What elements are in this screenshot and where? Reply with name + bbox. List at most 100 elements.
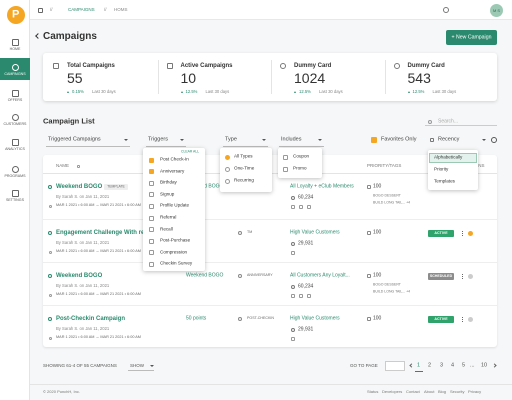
footer-link[interactable]: Contact (406, 389, 420, 394)
filter[interactable]: Type (225, 136, 237, 143)
offer[interactable]: Weekend BOGO (186, 272, 224, 279)
footer-link[interactable]: Status (367, 389, 379, 394)
icon (11, 138, 19, 146)
favorites-checkbox[interactable] (371, 137, 377, 143)
checkbox[interactable] (149, 169, 154, 175)
footer-link[interactable]: Privacy (468, 389, 482, 394)
trigger-option[interactable]: Checkin Survey (160, 261, 193, 267)
more-menu[interactable] (462, 317, 463, 322)
page[interactable]: 5 (462, 362, 466, 369)
campaign-name[interactable]: Weekend BOGO (56, 273, 103, 279)
radio[interactable] (225, 166, 230, 172)
trigger-option[interactable]: Compression (160, 249, 188, 255)
checkbox[interactable] (149, 180, 154, 186)
footer-link[interactable]: About (424, 389, 435, 394)
dates: MAR 1 2021 • 6:00 AM → MAR 21 2021 • 6:0… (56, 292, 141, 297)
campaign-name[interactable]: Weekend BOGO (56, 184, 103, 190)
radio[interactable] (225, 178, 230, 184)
filter[interactable]: Includes (281, 136, 302, 143)
include-option[interactable]: Coupon (293, 153, 310, 159)
filter[interactable]: Triggers (148, 136, 168, 143)
nav-item[interactable]: CAMPAIGNS (4, 72, 26, 77)
type-option[interactable]: Recurring (234, 177, 254, 183)
footer-link[interactable]: Developers (382, 389, 403, 394)
filter[interactable]: Triggered Campaigns (48, 136, 101, 143)
more-menu[interactable] (462, 274, 463, 279)
checkbox[interactable] (149, 261, 154, 267)
checkbox[interactable] (283, 166, 288, 172)
checkbox[interactable] (149, 227, 154, 233)
audience[interactable]: High Value Customers (290, 315, 340, 322)
card-title: Dummy Card (294, 63, 332, 69)
nav-item[interactable]: PROGRAMS (4, 174, 26, 179)
breadcrumb[interactable]: HOMS (114, 6, 128, 12)
type-option[interactable]: One-Time (234, 165, 255, 171)
trigger-option[interactable]: Post-Purchase (160, 237, 191, 243)
radio[interactable] (225, 154, 230, 160)
next[interactable] (492, 363, 497, 368)
audience[interactable]: All Loyalty + eClub Members (290, 183, 354, 190)
trigger-option[interactable]: Anniversary (160, 168, 185, 174)
trigger-option[interactable]: Post Check-In (160, 156, 189, 162)
trigger-option[interactable]: Birthday (160, 179, 177, 185)
favorites-label[interactable]: Favorites Only (381, 136, 417, 143)
offer[interactable]: 50 points (186, 315, 207, 322)
prev[interactable] (409, 363, 414, 368)
sort-option[interactable]: Alphabetically (434, 154, 463, 160)
page[interactable]: 2 (428, 362, 432, 369)
goto-input[interactable] (385, 361, 405, 371)
checkbox[interactable] (149, 250, 154, 256)
sort-label[interactable]: Recency (438, 136, 460, 143)
page[interactable]: ... (470, 362, 475, 369)
checkbox[interactable] (149, 215, 154, 221)
new-button[interactable] (446, 30, 497, 45)
include-option[interactable]: Promo (293, 165, 307, 171)
more-menu[interactable] (462, 231, 463, 236)
card-divider (271, 60, 272, 94)
search[interactable] (425, 118, 497, 126)
campaign-name[interactable]: Post-Checkin Campaign (56, 316, 126, 322)
sort-option[interactable]: Priority (434, 166, 449, 172)
status-badge (428, 230, 454, 237)
nav-item[interactable]: OFFERS (7, 98, 23, 103)
nav-item[interactable]: ANALYTICS (5, 147, 25, 152)
checkbox[interactable] (149, 192, 154, 198)
favorite-star[interactable] (468, 317, 473, 322)
trigger-option[interactable]: Profile Update (160, 203, 190, 209)
checkbox[interactable] (149, 238, 154, 244)
icon (291, 337, 295, 341)
page-current (414, 360, 423, 372)
campaign-name[interactable]: Engagement Challenge With reallllll... (56, 230, 163, 236)
footer-link[interactable]: Security (450, 389, 465, 394)
favorite-star[interactable] (468, 274, 473, 279)
checkbox[interactable] (283, 154, 288, 160)
clear-all[interactable]: CLEAR ALL (181, 149, 200, 154)
card-value: 10 (180, 70, 197, 86)
checkbox[interactable] (149, 157, 154, 163)
breadcrumb[interactable]: CAMPAIGNS (68, 6, 95, 12)
status-badge (428, 273, 454, 280)
favorite-star[interactable] (468, 231, 473, 236)
avatar[interactable] (490, 4, 503, 17)
caret (262, 139, 266, 141)
checkbox[interactable] (149, 203, 154, 209)
page[interactable]: 10 (481, 362, 488, 369)
up-arrow (67, 90, 69, 93)
page[interactable]: 1 (417, 362, 421, 369)
sort-option[interactable]: Templates (434, 178, 455, 184)
audience[interactable]: High Value Customers (290, 229, 340, 236)
type-option[interactable]: All Types (234, 153, 253, 159)
footer-link[interactable]: Blog (438, 389, 447, 394)
trigger-option[interactable]: Signup (160, 191, 175, 197)
back-arrow[interactable] (35, 33, 41, 39)
nav-item[interactable]: CUSTOMERS (3, 122, 27, 127)
column-header: PRIORITY/TAGS (367, 162, 402, 168)
audience[interactable]: All Customers Any Loyalt... (290, 272, 350, 279)
page[interactable]: 4 (451, 362, 455, 369)
page[interactable]: 3 (440, 362, 444, 369)
trigger-option[interactable]: Recall (160, 226, 173, 232)
trigger-option[interactable]: Referral (160, 214, 177, 220)
nav-item[interactable]: SETTINGS (6, 198, 24, 203)
nav-item[interactable]: HOME (9, 47, 21, 52)
show-select[interactable]: SHOW (130, 362, 144, 368)
